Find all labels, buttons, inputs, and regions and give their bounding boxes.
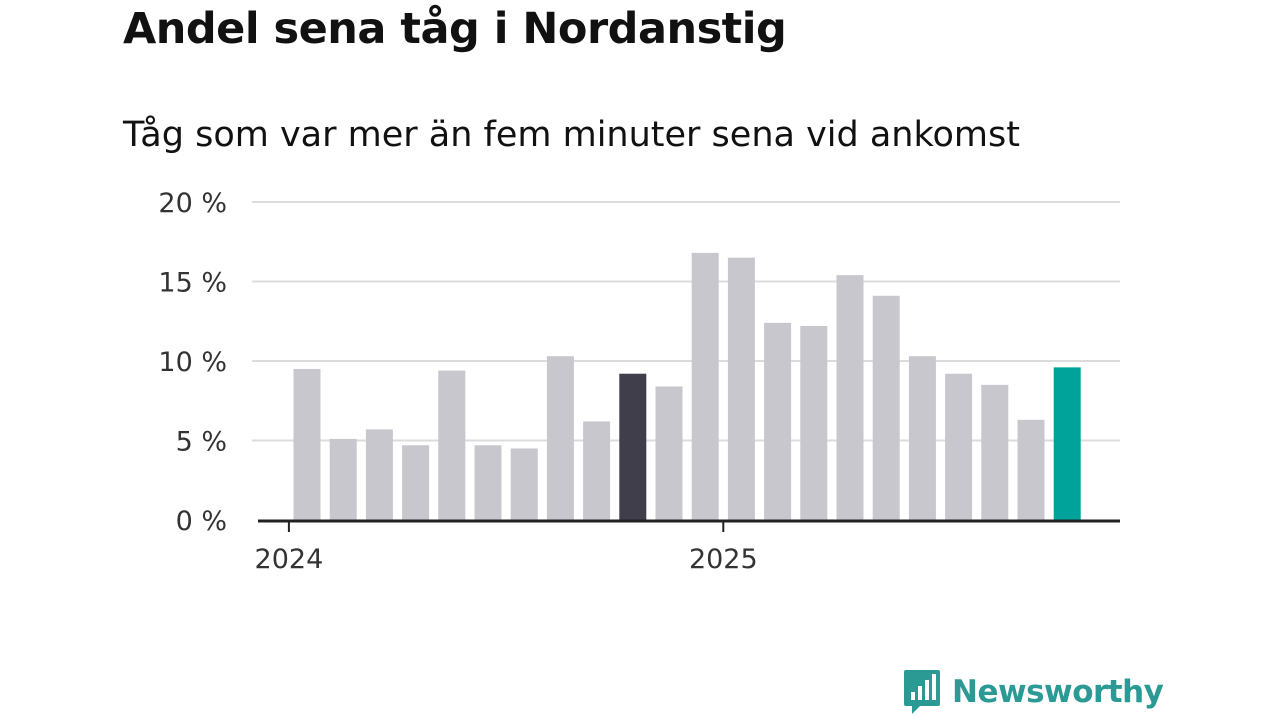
bar <box>655 386 683 520</box>
bar <box>365 429 393 520</box>
bar <box>510 448 538 520</box>
y-tick-label: 0 % <box>176 506 227 537</box>
bar <box>727 257 755 520</box>
bar <box>474 445 502 520</box>
bar <box>438 370 466 520</box>
bar <box>1017 419 1045 520</box>
bar <box>872 295 900 520</box>
y-tick-label: 5 % <box>176 427 227 458</box>
chart-title: Andel sena tåg i Nordanstig <box>123 4 787 54</box>
bar-chart: 0 % 5 % 10 % 15 % 20 % 2024 2025 <box>158 188 1120 575</box>
x-tick-label: 2025 <box>689 544 758 575</box>
bar <box>908 356 936 520</box>
newsworthy-logo: Newsworthy <box>902 668 1164 716</box>
y-tick-label: 10 % <box>158 347 227 378</box>
bar <box>764 322 792 520</box>
bar <box>1053 367 1081 520</box>
bar <box>945 373 973 520</box>
brand-name: Newsworthy <box>952 674 1164 710</box>
bar <box>836 275 864 520</box>
bar <box>619 373 647 520</box>
y-tick-label: 20 % <box>158 188 227 219</box>
bar <box>691 252 719 520</box>
bar <box>800 326 828 520</box>
bar <box>402 445 430 520</box>
bar <box>546 356 574 520</box>
chart-subtitle: Tåg som var mer än fem minuter sena vid … <box>123 115 1020 155</box>
x-tick-label: 2024 <box>255 544 324 575</box>
bar <box>293 368 321 520</box>
bar <box>583 421 611 520</box>
newsworthy-logo-icon <box>904 670 940 714</box>
y-tick-label: 15 % <box>158 268 227 299</box>
bar <box>329 438 357 520</box>
bar <box>981 384 1009 520</box>
